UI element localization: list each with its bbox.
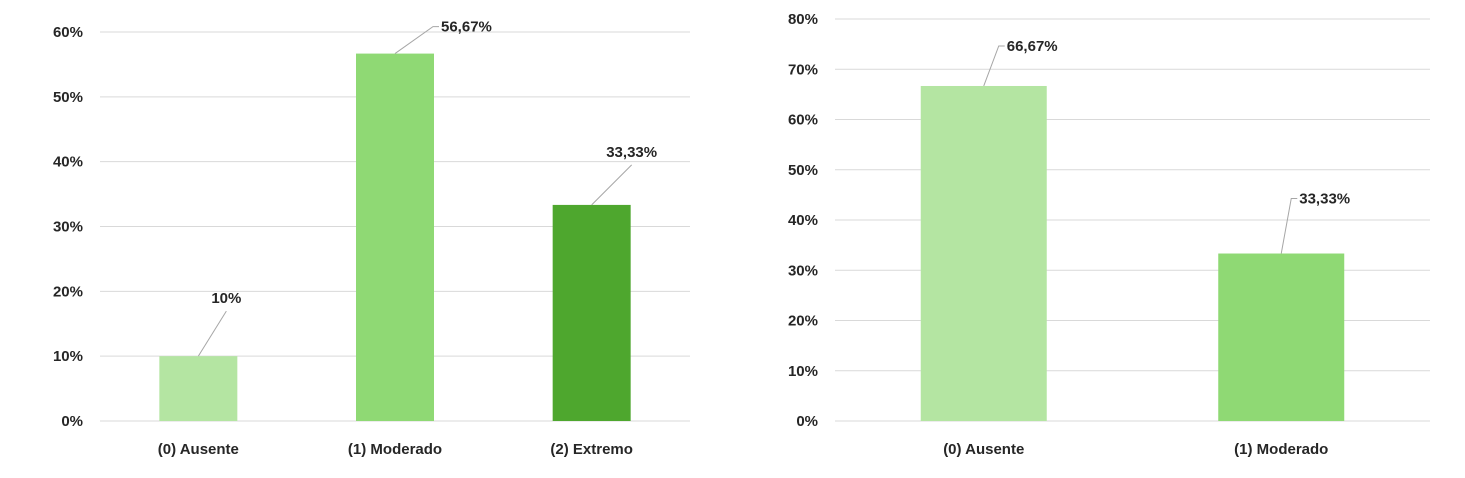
x-axis: (0) Ausente (1) Moderado [943, 441, 1328, 458]
bar-chart-two-categories: 0% 10% 20% 30% 40% 50% 60% 70% 80% (0) Ausente (1)… [788, 11, 1430, 458]
data-label: 33,33% [606, 144, 657, 161]
bar [552, 204, 631, 421]
y-tick-label: 0% [796, 413, 818, 430]
y-tick-label: 20% [788, 313, 818, 330]
data-label: 10% [211, 290, 241, 307]
leader-line [197, 310, 227, 357]
leader-line [983, 45, 1005, 87]
x-category-label: (0) Ausente [158, 441, 239, 458]
data-label: 33,33% [1299, 191, 1350, 208]
data-labels: 66,67% 33,33% [983, 38, 1350, 254]
y-tick-label: 10% [788, 363, 818, 380]
x-axis: (0) Ausente (1) Moderado (2) Extremo [158, 441, 633, 458]
bar [356, 53, 434, 421]
y-tick-label: 10% [53, 348, 83, 365]
x-category-label: (1) Moderado [1234, 441, 1328, 458]
bars [159, 53, 631, 421]
y-tick-label: 30% [53, 219, 83, 236]
bar [159, 356, 238, 421]
bars [920, 85, 1345, 422]
leader-line [1280, 198, 1298, 254]
data-labels: 10% 56,67% 33,33% [197, 19, 657, 357]
bar [1218, 253, 1345, 421]
data-label: 66,67% [1007, 38, 1058, 55]
y-tick-label: 20% [53, 283, 83, 300]
y-tick-label: 40% [788, 212, 818, 229]
y-axis: 0% 10% 20% 30% 40% 50% 60% 70% 80% [788, 11, 818, 430]
x-category-label: (2) Extremo [550, 441, 633, 458]
y-tick-label: 60% [788, 112, 818, 129]
bar [920, 85, 1047, 422]
y-tick-label: 0% [61, 413, 83, 430]
y-tick-label: 50% [53, 89, 83, 106]
x-category-label: (0) Ausente [943, 441, 1024, 458]
bar-chart-three-categories: 0% 10% 20% 30% 40% 50% 60% (0) Ausente (1) Moder… [53, 19, 690, 458]
x-category-label: (1) Moderado [348, 441, 442, 458]
y-tick-label: 80% [788, 11, 818, 28]
y-tick-label: 60% [53, 24, 83, 41]
y-axis: 0% 10% 20% 30% 40% 50% 60% [53, 24, 83, 430]
y-tick-label: 70% [788, 61, 818, 78]
y-tick-label: 30% [788, 262, 818, 279]
y-tick-label: 50% [788, 162, 818, 179]
y-tick-label: 40% [53, 154, 83, 171]
leader-line [591, 164, 633, 206]
leader-line [394, 26, 439, 54]
data-label: 56,67% [441, 19, 492, 36]
